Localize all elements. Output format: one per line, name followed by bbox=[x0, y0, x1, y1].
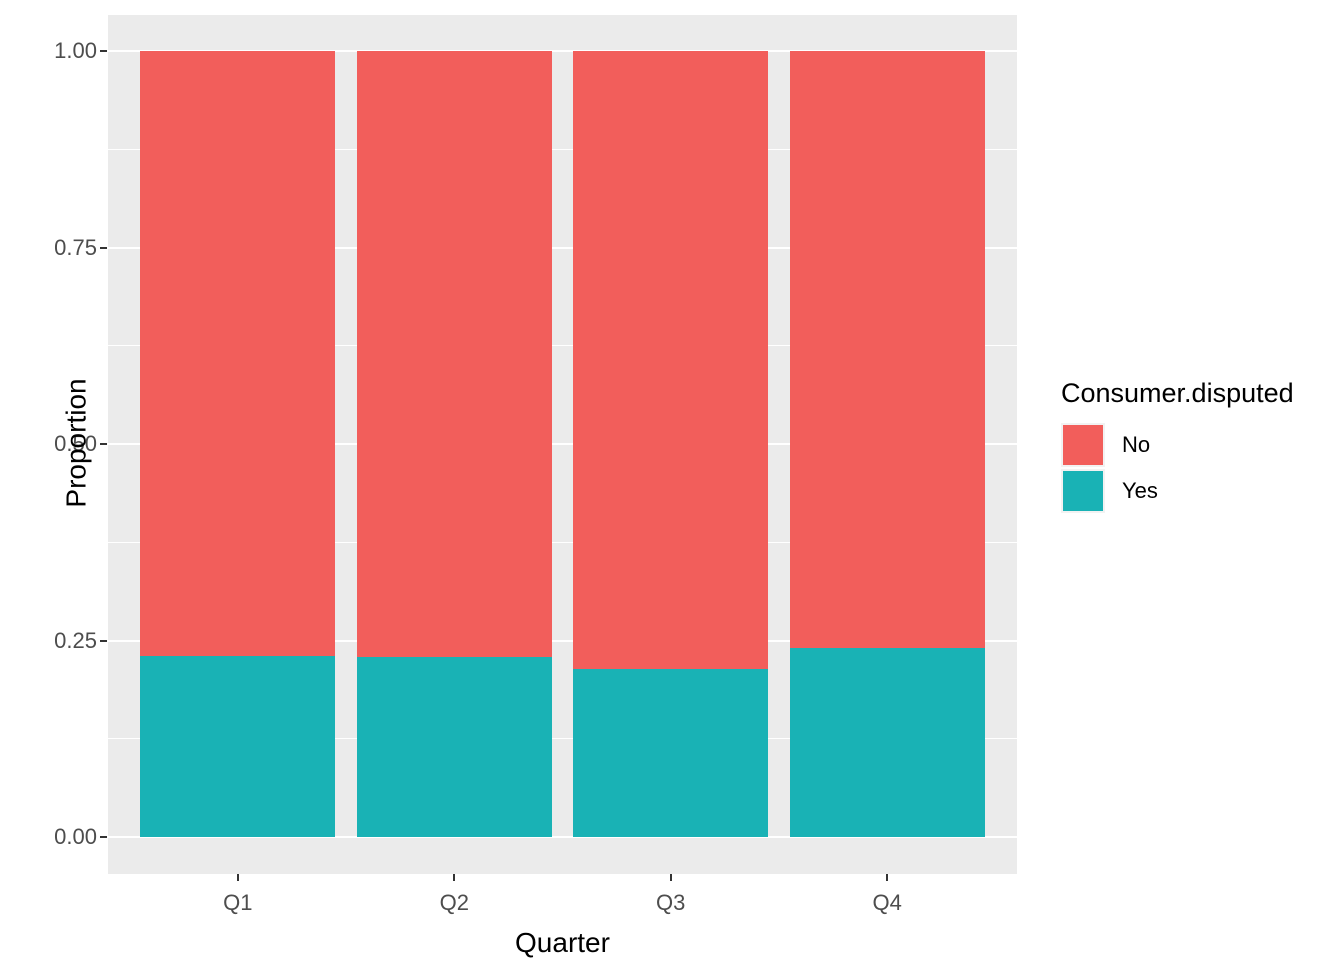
x-tick-label: Q4 bbox=[872, 890, 902, 915]
y-tick-label: 0.50 bbox=[54, 431, 97, 456]
y-tick-label: 1.00 bbox=[54, 38, 97, 63]
gridline-minor bbox=[108, 541, 1017, 543]
x-tick-label: Q2 bbox=[439, 890, 469, 915]
bar-segment-q4-yes bbox=[789, 647, 985, 837]
y-tick-label: 0.25 bbox=[54, 627, 97, 653]
gridline-minor bbox=[108, 148, 1017, 150]
gridline-major bbox=[108, 639, 1017, 642]
legend-entries: No Yes bbox=[1061, 423, 1294, 513]
legend-swatch-no bbox=[1063, 425, 1103, 465]
legend-label-no: No bbox=[1122, 432, 1151, 457]
bar-segment-q2-no bbox=[356, 51, 552, 657]
bar-segment-q2-yes bbox=[356, 657, 552, 837]
legend-key-no bbox=[1061, 423, 1105, 467]
x-tick bbox=[236, 874, 239, 881]
legend-label-yes: Yes bbox=[1122, 478, 1158, 503]
x-tick bbox=[886, 874, 889, 881]
x-tick-label: Q1 bbox=[223, 890, 253, 915]
x-tick bbox=[669, 874, 672, 881]
legend: Consumer.disputed No Yes bbox=[1061, 378, 1294, 515]
y-tick bbox=[100, 639, 107, 642]
x-tick bbox=[453, 874, 456, 881]
bar-segment-q3-no bbox=[573, 51, 769, 669]
bar-segment-q1-no bbox=[140, 51, 336, 657]
y-tick bbox=[100, 836, 107, 838]
legend-key-yes bbox=[1061, 469, 1105, 513]
bar-segment-q1-yes bbox=[140, 656, 336, 837]
gridline-major bbox=[108, 443, 1017, 445]
bar-segment-q4-no bbox=[789, 51, 985, 648]
y-tick bbox=[100, 50, 107, 52]
gridline-minor bbox=[108, 738, 1017, 740]
gridline-major bbox=[108, 50, 1017, 52]
legend-entry-yes: Yes bbox=[1061, 469, 1294, 513]
legend-entry-no: No bbox=[1061, 423, 1294, 467]
bar-segment-q3-yes bbox=[573, 668, 769, 837]
y-tick bbox=[100, 246, 107, 249]
legend-title: Consumer.disputed bbox=[1061, 378, 1294, 408]
gridline-minor bbox=[108, 345, 1017, 347]
gridline-major bbox=[108, 246, 1017, 249]
y-tick-label: 0.75 bbox=[54, 234, 97, 260]
y-tick bbox=[100, 443, 107, 445]
legend-swatch-yes bbox=[1063, 471, 1103, 511]
y-axis-title: Proportion bbox=[60, 378, 92, 508]
plot-panel bbox=[108, 15, 1017, 874]
y-tick-label: 0.00 bbox=[54, 824, 97, 849]
x-axis-title: Quarter bbox=[515, 927, 610, 958]
x-tick-label: Q3 bbox=[656, 890, 686, 915]
gridline-major bbox=[108, 836, 1017, 838]
